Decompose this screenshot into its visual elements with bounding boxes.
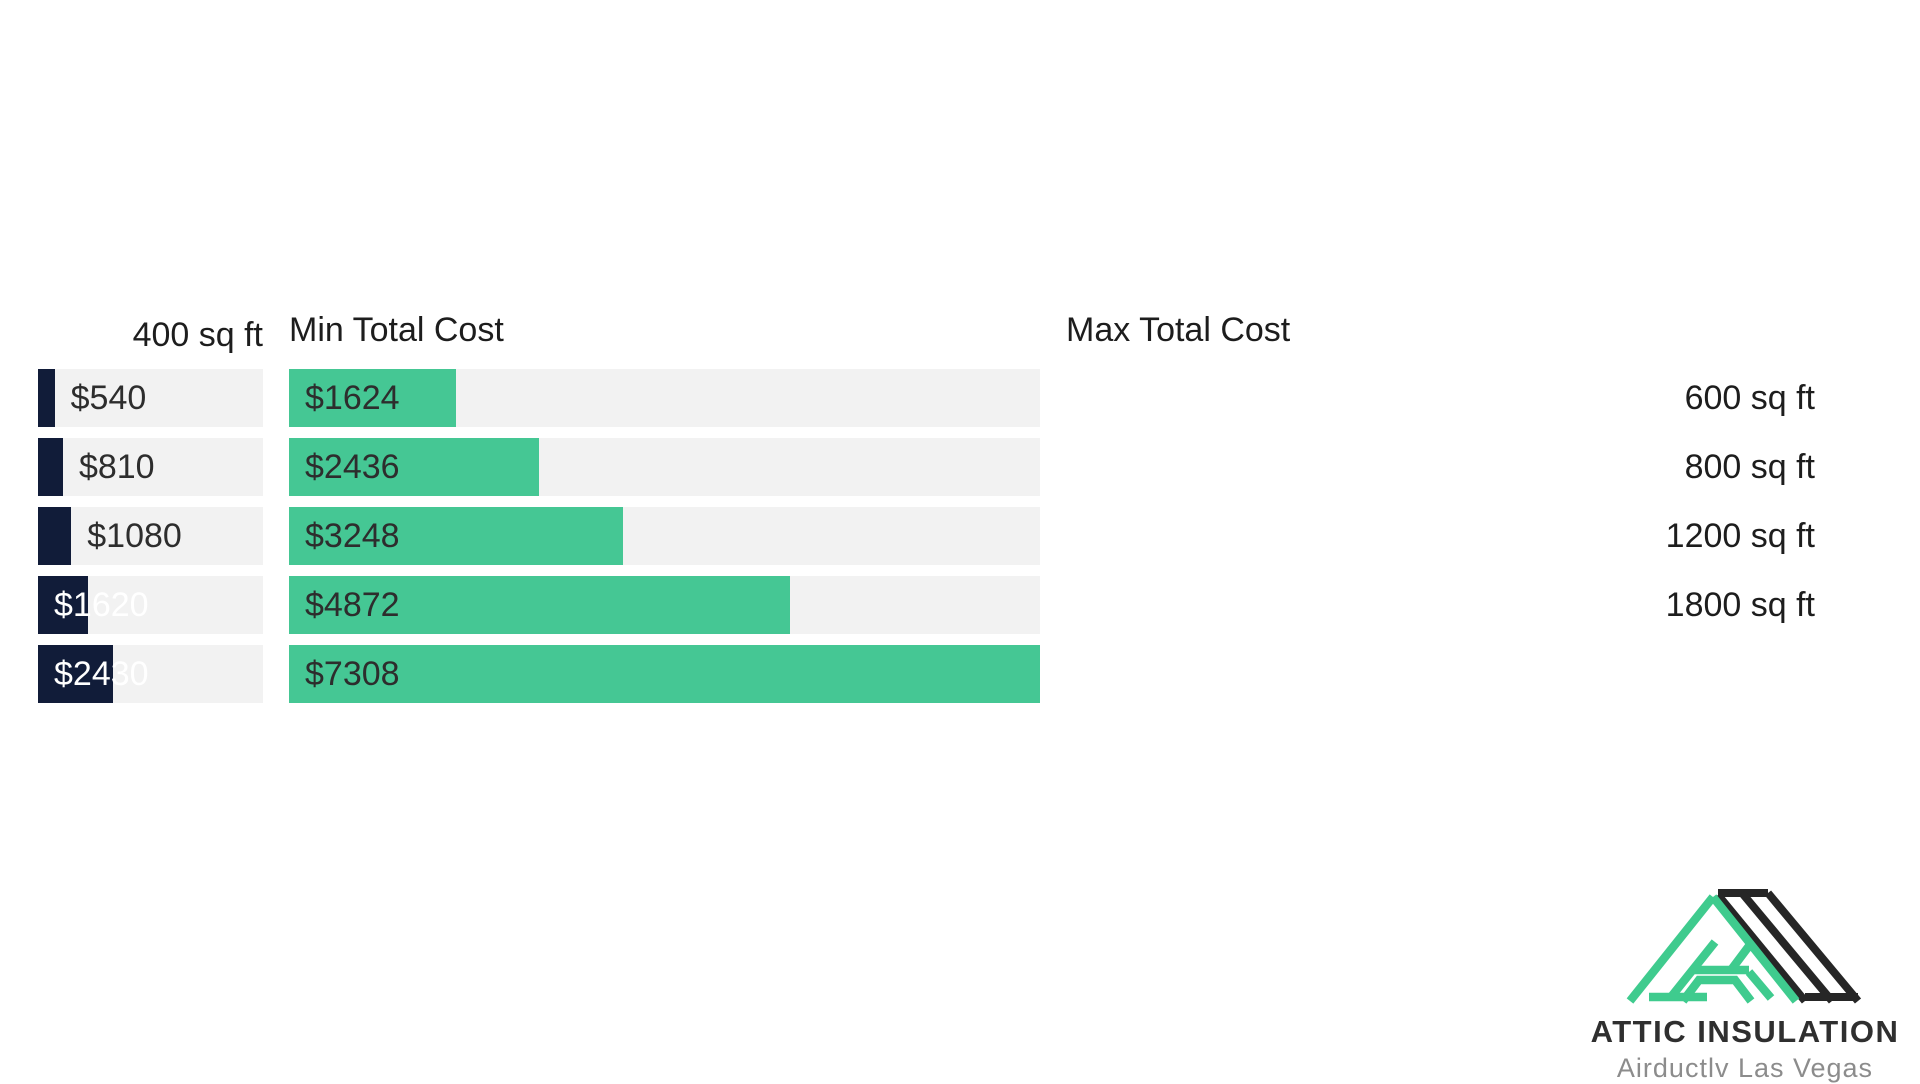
category-label: 600 sq ft	[1684, 379, 1815, 417]
min-cost-bar	[38, 369, 55, 427]
logo-title: ATTIC INSULATION	[1590, 1014, 1900, 1049]
value-label: $810	[78, 448, 155, 486]
category-label: 1200 sq ft	[1665, 517, 1815, 555]
min-bar-track: $1080	[38, 507, 263, 565]
min-cost-bar	[38, 507, 72, 565]
max-bar-track: $7308	[289, 645, 1040, 703]
cost-comparison-chart: Min Total Cost Max Total Cost 400 sq ft $…	[38, 312, 1815, 703]
value-label: $4872	[305, 586, 400, 624]
category-label: 1800 sq ft	[1665, 586, 1815, 624]
max-bar-track: $3248	[289, 507, 1040, 565]
max-cost-bar: $3248	[289, 507, 623, 565]
min-cost-bar: $2430	[38, 645, 149, 703]
max-total-cost-header: Max Total Cost	[1066, 311, 1291, 349]
min-bar-track: $2430	[38, 645, 263, 703]
max-bar-track: $4872	[289, 576, 1040, 634]
max-bar-track: $1624	[289, 369, 1040, 427]
logo-subtitle: Airductlv Las Vegas	[1616, 1053, 1874, 1083]
category-label: 400 sq ft	[132, 316, 263, 354]
min-bar-track: $540	[38, 369, 263, 427]
min-total-cost-header: Min Total Cost	[289, 311, 504, 349]
value-label: $2436	[305, 448, 400, 486]
min-cost-bar	[38, 438, 63, 496]
value-label: $1080	[87, 517, 182, 555]
max-cost-bar: $2436	[289, 438, 540, 496]
value-label: $1624	[305, 379, 400, 417]
max-bar-track: $2436	[289, 438, 1040, 496]
min-cost-bar: $1620	[38, 576, 149, 634]
value-label: $1620	[54, 586, 149, 624]
value-label: $2430	[54, 655, 149, 693]
value-label: $7308	[305, 655, 400, 693]
attic-insulation-logo: ATTIC INSULATION Airductlv Las Vegas	[1580, 884, 1910, 1084]
category-label: 800 sq ft	[1684, 448, 1815, 486]
value-label: $540	[70, 379, 147, 417]
value-label: $3248	[305, 517, 400, 555]
max-cost-bar: $1624	[289, 369, 456, 427]
attic-insulation-house-icon	[1626, 889, 1862, 1004]
min-bar-track: $810	[38, 438, 263, 496]
max-cost-bar: $4872	[289, 576, 790, 634]
max-cost-bar: $7308	[289, 645, 1040, 703]
min-bar-track: $1620	[38, 576, 263, 634]
